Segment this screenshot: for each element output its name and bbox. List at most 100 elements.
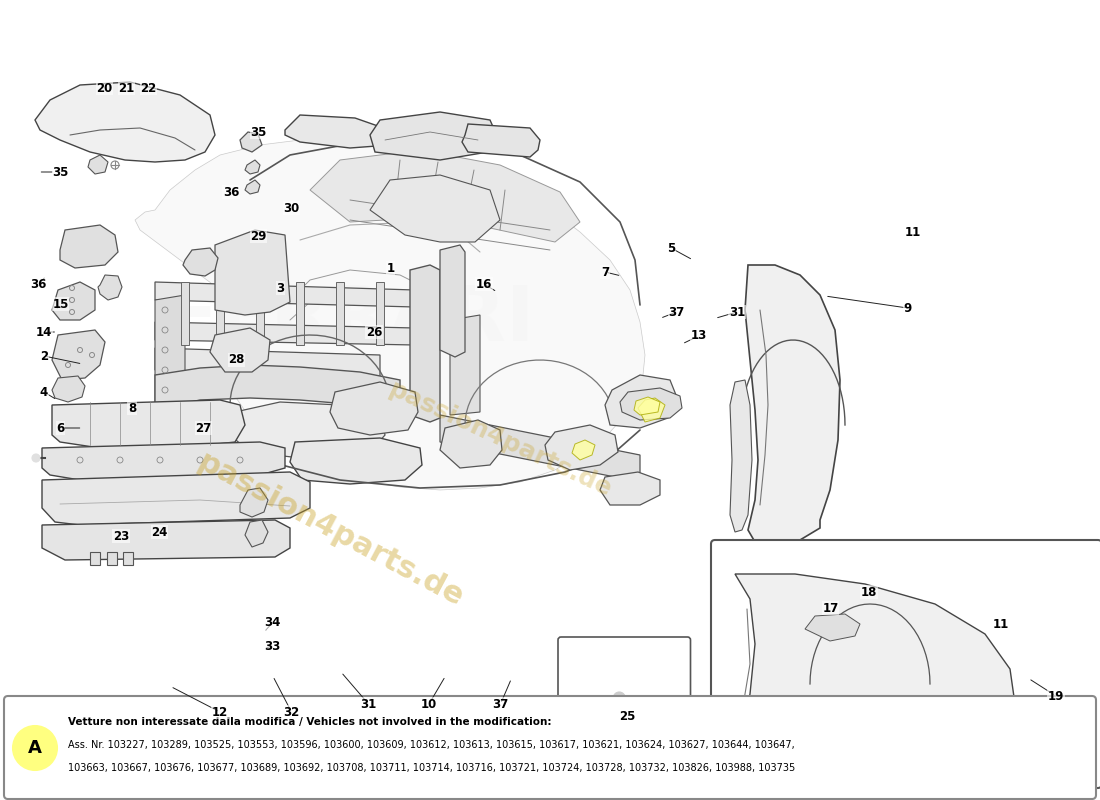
Text: 29: 29	[251, 230, 266, 242]
Text: 103663, 103667, 103676, 103677, 103689, 103692, 103708, 103711, 103714, 103716, : 103663, 103667, 103676, 103677, 103689, …	[68, 763, 795, 773]
Circle shape	[614, 692, 625, 704]
Polygon shape	[52, 400, 245, 448]
Text: 4: 4	[40, 386, 48, 398]
Polygon shape	[42, 472, 310, 525]
Text: passion4parts.de: passion4parts.de	[385, 378, 616, 502]
Circle shape	[13, 726, 57, 770]
FancyBboxPatch shape	[711, 540, 1100, 788]
Text: 2: 2	[40, 350, 48, 362]
Text: passion4parts.de: passion4parts.de	[192, 447, 468, 613]
Polygon shape	[310, 150, 580, 242]
Text: 31: 31	[729, 306, 745, 318]
Text: 15: 15	[53, 298, 68, 310]
Polygon shape	[296, 282, 304, 345]
Polygon shape	[745, 265, 840, 545]
Polygon shape	[240, 132, 262, 152]
Text: 18: 18	[861, 586, 877, 598]
Text: 37: 37	[493, 698, 508, 710]
Polygon shape	[376, 282, 384, 345]
Polygon shape	[462, 124, 540, 157]
Text: 8: 8	[128, 402, 136, 414]
Text: 14: 14	[36, 326, 52, 338]
Text: 16: 16	[476, 278, 492, 290]
Text: 30: 30	[284, 202, 299, 214]
Polygon shape	[620, 388, 682, 420]
Polygon shape	[245, 180, 260, 194]
Polygon shape	[638, 398, 666, 422]
Circle shape	[993, 752, 1007, 766]
Text: 32: 32	[284, 706, 299, 718]
Polygon shape	[155, 365, 400, 410]
Text: 31: 31	[361, 698, 376, 710]
Polygon shape	[805, 614, 860, 641]
Polygon shape	[440, 415, 640, 482]
Text: 22: 22	[141, 82, 156, 94]
Text: FERRARI: FERRARI	[166, 283, 535, 357]
Polygon shape	[98, 275, 122, 300]
Polygon shape	[52, 330, 104, 380]
Text: 11: 11	[993, 618, 1009, 630]
Text: 5: 5	[667, 242, 675, 254]
Text: 27: 27	[196, 422, 211, 434]
Text: 36: 36	[31, 278, 46, 290]
Text: 25: 25	[619, 710, 635, 722]
Polygon shape	[572, 440, 595, 460]
Polygon shape	[155, 295, 185, 412]
Text: Vetture non interessate dalla modifica / Vehicles not involved in the modificati: Vetture non interessate dalla modifica /…	[68, 717, 551, 727]
FancyBboxPatch shape	[558, 637, 691, 779]
Text: 20: 20	[97, 82, 112, 94]
Text: 24: 24	[152, 526, 167, 538]
Polygon shape	[107, 552, 117, 565]
Polygon shape	[135, 140, 645, 490]
Polygon shape	[183, 248, 218, 276]
Polygon shape	[605, 375, 678, 428]
Polygon shape	[730, 380, 752, 532]
Polygon shape	[634, 397, 660, 415]
Text: 26: 26	[366, 326, 382, 338]
Text: 23: 23	[113, 530, 129, 542]
Polygon shape	[285, 115, 395, 148]
Text: 17: 17	[823, 602, 838, 614]
Polygon shape	[336, 282, 344, 345]
Polygon shape	[35, 82, 214, 162]
Text: 6: 6	[56, 422, 65, 434]
Polygon shape	[730, 574, 1015, 769]
Polygon shape	[88, 155, 108, 174]
Polygon shape	[123, 552, 133, 565]
Polygon shape	[155, 348, 380, 378]
Text: 7: 7	[601, 266, 609, 278]
Polygon shape	[245, 520, 268, 547]
Circle shape	[32, 454, 40, 462]
Polygon shape	[450, 315, 480, 415]
Polygon shape	[370, 112, 498, 160]
Circle shape	[996, 754, 1005, 764]
Polygon shape	[256, 282, 264, 345]
Polygon shape	[42, 442, 285, 480]
Polygon shape	[440, 420, 502, 468]
Text: 35: 35	[53, 166, 68, 178]
Text: 34: 34	[265, 616, 280, 629]
Polygon shape	[330, 382, 418, 435]
Text: 10: 10	[421, 698, 437, 710]
Polygon shape	[52, 376, 85, 402]
Text: 19: 19	[1048, 690, 1064, 702]
Polygon shape	[370, 175, 500, 242]
Polygon shape	[410, 265, 440, 422]
Text: Ass. Nr. 103227, 103289, 103525, 103553, 103596, 103600, 103609, 103612, 103613,: Ass. Nr. 103227, 103289, 103525, 103553,…	[68, 740, 794, 750]
Polygon shape	[60, 225, 118, 268]
Text: 3: 3	[276, 282, 285, 294]
Polygon shape	[155, 322, 415, 345]
Polygon shape	[52, 282, 95, 320]
Text: 11: 11	[905, 226, 921, 238]
Polygon shape	[42, 520, 290, 560]
Polygon shape	[290, 438, 422, 484]
Polygon shape	[182, 282, 189, 345]
Polygon shape	[230, 402, 385, 458]
Text: 36: 36	[223, 186, 239, 198]
Text: 28: 28	[229, 354, 244, 366]
Polygon shape	[600, 472, 660, 505]
Text: 13: 13	[691, 330, 706, 342]
Text: 1: 1	[386, 262, 395, 274]
Text: A: A	[29, 739, 42, 757]
Polygon shape	[544, 425, 618, 470]
